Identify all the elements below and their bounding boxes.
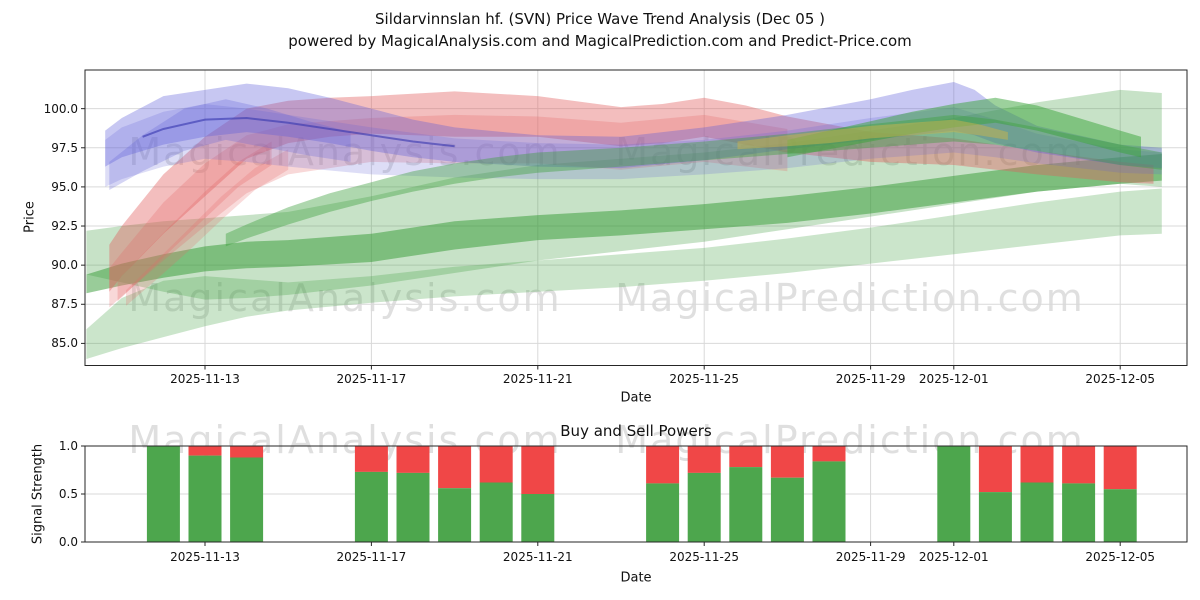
price-xtick-label: 2025-11-13: [170, 372, 240, 386]
signal-xtick-label: 2025-11-13: [170, 550, 240, 564]
signal-xtick-label: 2025-11-29: [835, 550, 906, 564]
signal-xtick-label: 2025-11-21: [502, 550, 573, 564]
price-xtick-label: 2025-11-17: [336, 372, 407, 386]
signal-xtick-label: 2025-12-05: [1085, 550, 1156, 564]
price-xtick-label: 2025-11-21: [502, 372, 573, 386]
signal-xtick-label: 2025-11-25: [669, 550, 740, 564]
signal-ytick-label: 1.0: [58, 439, 78, 453]
signal-ytick-label: 0.0: [58, 535, 78, 549]
watermark-prediction: MagicalPrediction.com: [615, 276, 1085, 320]
figure-subtitle: powered by MagicalAnalysis.com and Magic…: [288, 32, 912, 50]
price-xtick-label: 2025-11-25: [669, 372, 740, 386]
signal-xtick-label: 2025-11-17: [336, 550, 407, 564]
figure-title: Sildarvinnslan hf. (SVN) Price Wave Tren…: [375, 10, 825, 28]
price-ytick-label: 90.0: [51, 258, 78, 273]
signal-ytick-label: 0.5: [58, 487, 78, 501]
power-chart-title: Buy and Sell Powers: [560, 422, 712, 440]
signal-xtick-label: 2025-12-01: [918, 550, 989, 564]
price-ytick-label: 100.0: [43, 101, 78, 116]
watermark-analysis: MagicalAnalysis.com: [128, 276, 562, 320]
watermark-analysis: MagicalAnalysis.com: [128, 130, 562, 174]
price-xtick-label: 2025-12-05: [1085, 372, 1156, 386]
price-ytick-label: 85.0: [51, 336, 78, 351]
price-ytick-label: 95.0: [51, 179, 78, 194]
bottom-date-axis-label: Date: [620, 570, 652, 586]
top-date-axis-label: Date: [620, 390, 652, 406]
price-xtick-label: 2025-11-29: [835, 372, 906, 386]
price-ytick-label: 97.5: [51, 140, 78, 155]
price-xtick-label: 2025-12-01: [918, 372, 989, 386]
price-ytick-label: 92.5: [51, 219, 78, 234]
price-ytick-label: 87.5: [51, 297, 78, 312]
